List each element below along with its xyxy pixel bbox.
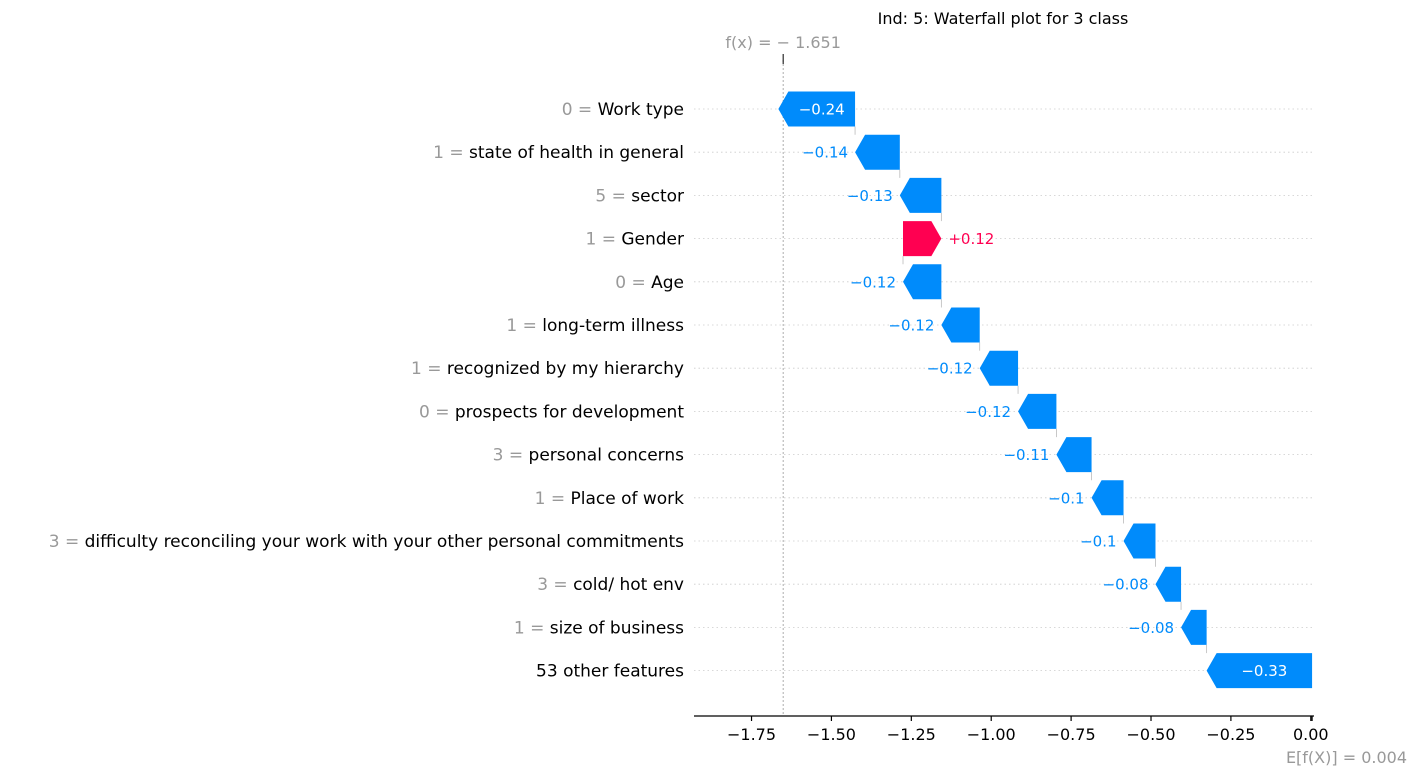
bar-value-label: −0.11 — [1003, 446, 1049, 464]
bar-value-label: −0.08 — [1103, 576, 1149, 594]
feature-value: 0 = — [419, 402, 455, 422]
feature-name: 53 other features — [536, 662, 684, 682]
x-tick-label: 0.00 — [1293, 725, 1329, 744]
feature-label: 0 = prospects for development — [419, 402, 684, 422]
feature-name: difficulty reconciling your work with yo… — [85, 532, 685, 552]
feature-label: 1 = size of business — [514, 618, 684, 638]
feature-label: 0 = Work type — [562, 100, 684, 120]
feature-label: 1 = recognized by my hierarchy — [411, 359, 684, 379]
bar-value-label: −0.13 — [847, 187, 893, 205]
chart-title: Ind: 5: Waterfall plot for 3 class — [878, 9, 1129, 28]
feature-value: 5 = — [595, 186, 631, 206]
feature-name: state of health in general — [469, 143, 684, 163]
bar-value-label: −0.1 — [1080, 533, 1116, 551]
bar-value-label: −0.12 — [927, 360, 973, 378]
feature-value: 0 = — [615, 273, 651, 293]
grid-lines — [694, 108, 1314, 671]
base-value-label: E[f(X)] = 0.004 — [1286, 748, 1407, 767]
bar-value-label: −0.12 — [888, 317, 934, 335]
x-tick-label: −0.50 — [1126, 725, 1175, 744]
bar-value-label: −0.33 — [1241, 662, 1287, 680]
feature-value: 3 = — [49, 532, 85, 552]
feature-label: 3 = cold/ hot env — [537, 575, 684, 595]
feature-value: 3 = — [537, 575, 573, 595]
feature-name: personal concerns — [529, 446, 685, 466]
bar-value-label: −0.1 — [1048, 489, 1084, 507]
x-tick-label: −1.50 — [807, 725, 856, 744]
feature-label: 1 = Gender — [585, 230, 684, 250]
feature-name: Place of work — [570, 489, 684, 509]
feature-label: 1 = long-term illness — [506, 316, 684, 336]
feature-name: Work type — [598, 100, 684, 120]
x-axis: −1.75 −1.50 −1.25 −1.00 −0.75 −0.50 −0.25 0.00 — [694, 715, 1329, 744]
waterfall-bar — [903, 221, 942, 257]
bar-value-label: −0.14 — [802, 144, 848, 162]
feature-value: 1 = — [506, 316, 542, 336]
feature-value: 1 = — [514, 618, 550, 638]
feature-value: 1 = — [433, 143, 469, 163]
bars: −0.24 −0.14 −0.13 +0.12 −0.12 −0.12 −0.12 −0.12… — [778, 91, 1313, 689]
feature-label: 3 = personal concerns — [493, 446, 684, 466]
feature-name: cold/ hot env — [573, 575, 684, 595]
bar-value-label: −0.12 — [850, 273, 896, 291]
feature-label: 0 = Age — [615, 273, 684, 293]
x-tick-label: −1.00 — [967, 725, 1016, 744]
waterfall-bar — [1091, 480, 1124, 516]
feature-label: 1 = Place of work — [535, 489, 685, 509]
base-value-annotation: E[f(X)] = 0.004 — [1286, 716, 1407, 767]
waterfall-bar — [1056, 437, 1092, 473]
feature-name: Age — [651, 273, 684, 293]
feature-name: long-term illness — [542, 316, 684, 336]
fx-annotation: f(x) = − 1.651 — [725, 33, 841, 716]
waterfall-bar — [855, 134, 900, 170]
bar-value-label: +0.12 — [948, 230, 994, 248]
feature-value: 1 = — [411, 359, 447, 379]
feature-value: 1 = — [535, 489, 571, 509]
feature-label: 5 = sector — [595, 186, 684, 206]
feature-value: 0 = — [562, 100, 598, 120]
feature-value: 3 = — [493, 446, 529, 466]
bar-value-label: −0.12 — [965, 403, 1011, 421]
x-tick-label: −0.75 — [1047, 725, 1096, 744]
x-tick-label: −0.25 — [1206, 725, 1255, 744]
waterfall-bar — [903, 264, 942, 300]
waterfall-bar — [899, 177, 942, 213]
waterfall-bar — [778, 91, 856, 127]
waterfall-bar — [1206, 653, 1313, 689]
feature-label: 53 other features — [536, 662, 684, 682]
feature-name: prospects for development — [455, 402, 684, 422]
waterfall-bar — [941, 307, 980, 343]
feature-label: 3 = difficulty reconciling your work wit… — [49, 532, 684, 552]
bar-connectors — [854, 126, 1208, 654]
fx-label: f(x) = − 1.651 — [725, 33, 840, 52]
bar-value-label: −0.24 — [799, 101, 845, 119]
x-tick-label: −1.75 — [727, 725, 776, 744]
feature-value: 1 = — [585, 230, 621, 250]
feature-labels: 0 = Work type 1 = state of health in gene… — [49, 100, 685, 682]
waterfall-bar — [979, 350, 1019, 386]
waterfall-bar — [1155, 566, 1182, 602]
feature-name: recognized by my hierarchy — [447, 359, 684, 379]
waterfall-bar — [1123, 523, 1156, 559]
x-tick-label: −1.25 — [887, 725, 936, 744]
feature-name: size of business — [550, 618, 684, 638]
waterfall-bar — [1181, 609, 1207, 645]
feature-name: Gender — [621, 230, 684, 250]
waterfall-bar — [1018, 393, 1057, 429]
feature-name: sector — [631, 186, 684, 206]
feature-label: 1 = state of health in general — [433, 143, 684, 163]
bar-value-label: −0.08 — [1128, 619, 1174, 637]
